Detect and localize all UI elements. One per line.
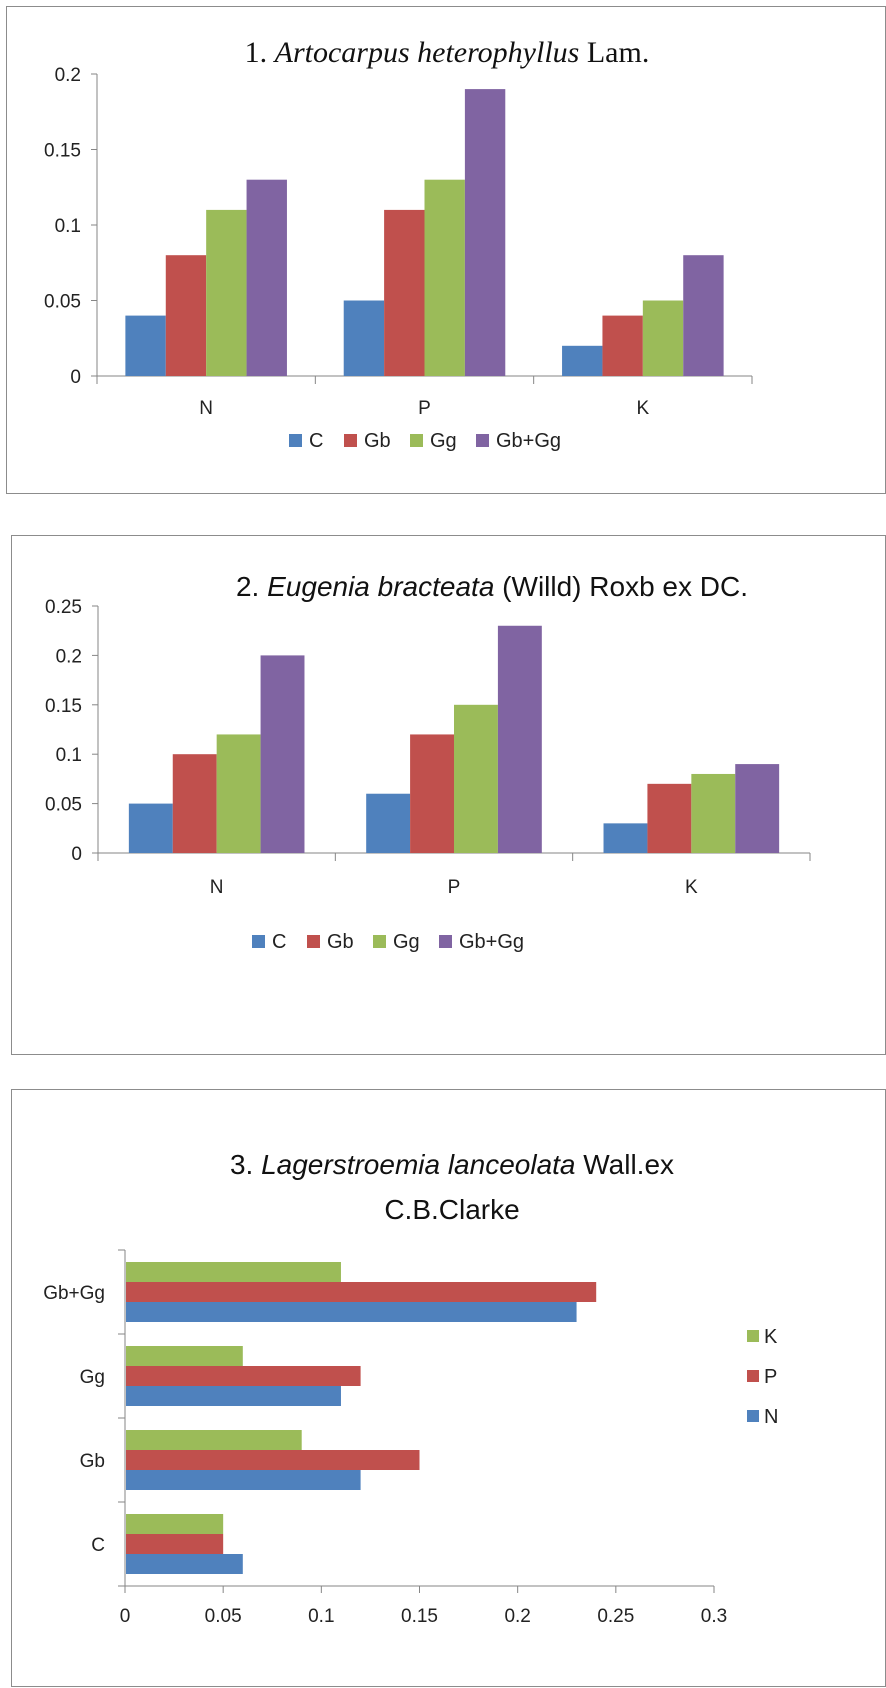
legend-label: K bbox=[764, 1326, 778, 1348]
legend-label: C bbox=[272, 931, 286, 953]
bar-P-Gb+Gg bbox=[464, 89, 506, 376]
x-tick-label: 0.25 bbox=[597, 1606, 634, 1627]
bar-P-Gb bbox=[410, 734, 454, 853]
x-category-label: P bbox=[418, 398, 431, 419]
bar-Gb+Gg-K bbox=[126, 1262, 341, 1282]
y-tick-label: 0.05 bbox=[45, 795, 82, 816]
chart-panel-2: 2. Eugenia bracteata (Willd) Roxb ex DC.… bbox=[11, 535, 886, 1055]
legend-swatch-N bbox=[747, 1410, 759, 1422]
legend-swatch-Gb bbox=[344, 434, 357, 447]
x-tick-label: 0.1 bbox=[308, 1606, 334, 1627]
x-tick-label: 0.05 bbox=[205, 1606, 242, 1627]
y-tick-label: 0.25 bbox=[45, 597, 82, 618]
y-tick-label: 0.1 bbox=[55, 216, 81, 237]
legend-label: P bbox=[764, 1366, 777, 1388]
legend-swatch-P bbox=[747, 1370, 759, 1382]
bar-N-Gg bbox=[206, 209, 247, 376]
bar-Gg-N bbox=[126, 1386, 341, 1406]
bar-P-C bbox=[343, 300, 385, 376]
bar-C-K bbox=[126, 1514, 224, 1534]
bar-P-Gg bbox=[454, 704, 498, 853]
bar-N-Gb+Gg bbox=[246, 179, 287, 376]
chart-3-svg: 3. Lagerstroemia lanceolata Wall.ex C.B.C… bbox=[43, 1149, 778, 1627]
bar-Gb-K bbox=[126, 1430, 302, 1450]
legend-label: Gb bbox=[327, 931, 354, 953]
bar-N-Gb+Gg bbox=[260, 655, 305, 853]
bar-N-Gb bbox=[165, 255, 207, 376]
bar-Gb-N bbox=[126, 1470, 361, 1490]
chart-panel-3: 3. Lagerstroemia lanceolata Wall.ex C.B.C… bbox=[11, 1089, 886, 1687]
x-category-label: K bbox=[636, 398, 649, 419]
legend-label: Gb+Gg bbox=[496, 430, 561, 452]
chart-title-line: 3. Lagerstroemia lanceolata Wall.ex bbox=[230, 1149, 674, 1180]
bar-N-C bbox=[125, 315, 166, 376]
legend-swatch-Gg bbox=[410, 434, 423, 447]
y-tick-label: 0 bbox=[71, 844, 82, 865]
legend-swatch-Gb bbox=[307, 935, 320, 948]
bar-P-Gb bbox=[384, 209, 425, 376]
legend-swatch-C bbox=[289, 434, 302, 447]
y-tick-label: 0.1 bbox=[56, 745, 82, 766]
chart-1-svg: 1. Artocarpus heterophyllus Lam. 0 0.05 0.1… bbox=[44, 36, 753, 452]
legend-label: Gb bbox=[364, 430, 391, 452]
x-tick-label: 0 bbox=[120, 1606, 131, 1627]
x-category-label: K bbox=[685, 877, 698, 898]
bar-Gb+Gg-N bbox=[126, 1302, 577, 1322]
y-category-label: Gb+Gg bbox=[43, 1283, 105, 1304]
bar-C-P bbox=[126, 1534, 224, 1554]
x-category-label: N bbox=[199, 398, 213, 419]
y-tick-label: 0.05 bbox=[44, 292, 81, 313]
x-tick-label: 0.3 bbox=[701, 1606, 727, 1627]
x-tick-label: 0.2 bbox=[504, 1606, 530, 1627]
bar-Gb+Gg-P bbox=[126, 1282, 597, 1302]
bar-K-C bbox=[562, 345, 603, 376]
y-tick-label: 0.15 bbox=[45, 696, 82, 717]
bar-P-Gg bbox=[424, 179, 465, 376]
chart-panel-1: 1. Artocarpus heterophyllus Lam. 0 0.05 0.1… bbox=[6, 6, 886, 494]
bar-K-C bbox=[603, 823, 648, 853]
bar-K-Gb bbox=[647, 783, 692, 853]
bar-N-Gg bbox=[216, 734, 261, 853]
y-tick-label: 0.15 bbox=[44, 141, 81, 162]
bar-N-C bbox=[128, 803, 173, 853]
bar-P-Gb+Gg bbox=[497, 625, 542, 853]
bar-Gg-K bbox=[126, 1346, 243, 1366]
legend-swatch-Gb+Gg bbox=[476, 434, 489, 447]
chart-title-line: C.B.Clarke bbox=[384, 1194, 519, 1225]
chart-title: 2. Eugenia bracteata (Willd) Roxb ex DC. bbox=[236, 571, 748, 602]
legend-label: N bbox=[764, 1406, 778, 1428]
legend-swatch-K bbox=[747, 1330, 759, 1342]
bar-N-Gb bbox=[172, 754, 217, 853]
legend-label: Gg bbox=[430, 430, 457, 452]
legend-swatch-C bbox=[252, 935, 265, 948]
bar-Gg-P bbox=[126, 1366, 361, 1386]
legend-label: Gg bbox=[393, 931, 420, 953]
bar-Gb-P bbox=[126, 1450, 420, 1470]
bar-P-C bbox=[366, 793, 411, 853]
x-tick-label: 0.15 bbox=[401, 1606, 438, 1627]
y-tick-label: 0 bbox=[70, 367, 81, 388]
x-category-label: N bbox=[210, 877, 224, 898]
legend-label: Gb+Gg bbox=[459, 931, 524, 953]
bar-K-Gb+Gg bbox=[683, 255, 724, 376]
bar-K-Gg bbox=[691, 773, 736, 853]
legend-label: C bbox=[309, 430, 323, 452]
y-category-label: Gg bbox=[80, 1367, 105, 1388]
y-tick-label: 0.2 bbox=[56, 646, 82, 667]
chart-title: 1. Artocarpus heterophyllus Lam. bbox=[245, 36, 650, 69]
x-category-label: P bbox=[448, 877, 461, 898]
bar-C-N bbox=[126, 1554, 243, 1574]
bar-K-Gb bbox=[602, 315, 643, 376]
y-tick-label: 0.2 bbox=[55, 65, 81, 86]
y-category-label: Gb bbox=[80, 1451, 105, 1472]
legend-swatch-Gb+Gg bbox=[439, 935, 452, 948]
bar-K-Gg bbox=[642, 300, 684, 376]
chart-2-svg: 2. Eugenia bracteata (Willd) Roxb ex DC.… bbox=[45, 571, 811, 953]
y-category-label: C bbox=[91, 1535, 105, 1556]
legend-swatch-Gg bbox=[373, 935, 386, 948]
bar-K-Gb+Gg bbox=[735, 764, 780, 853]
